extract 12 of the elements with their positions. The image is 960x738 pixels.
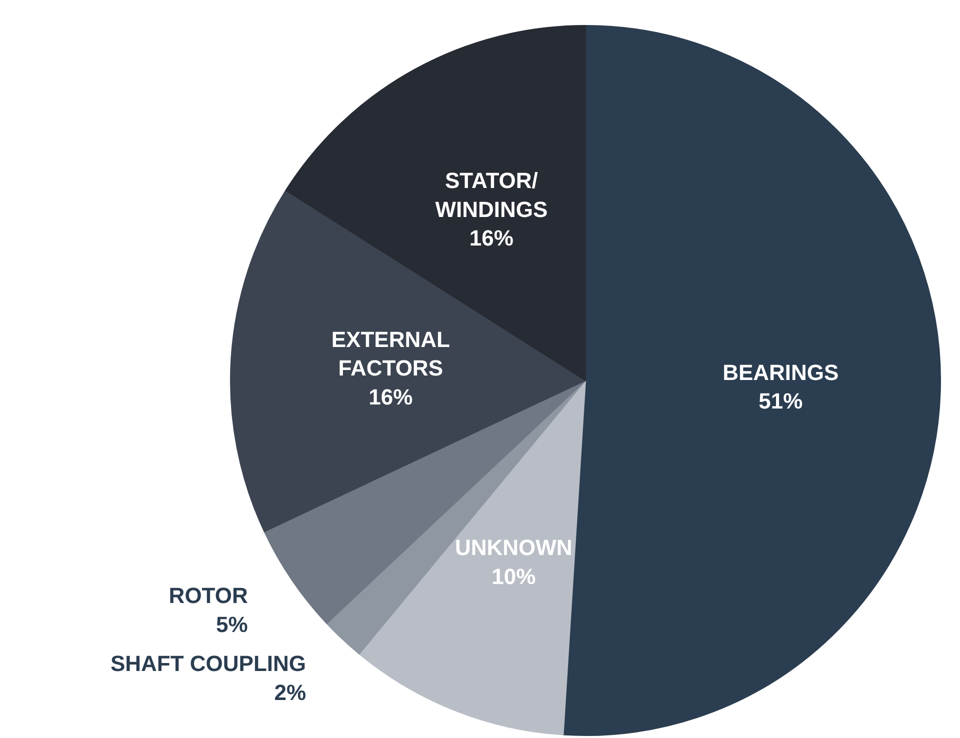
data-label: 5%	[216, 612, 248, 637]
slice-label: SHAFT COUPLING	[110, 651, 306, 676]
data-label: 16%	[469, 226, 514, 251]
data-label: 2%	[274, 680, 306, 705]
slice-label: BEARINGS	[722, 360, 839, 385]
data-label: 51%	[758, 388, 803, 414]
data-label: 16%	[368, 384, 413, 410]
data-label: 10%	[492, 564, 536, 589]
slice-label: ROTOR	[168, 583, 248, 608]
slice-label: STATOR/ WINDINGS	[435, 168, 548, 222]
slice-label: UNKNOWN	[454, 535, 572, 560]
slice-label: EXTERNAL FACTORS	[331, 326, 450, 381]
